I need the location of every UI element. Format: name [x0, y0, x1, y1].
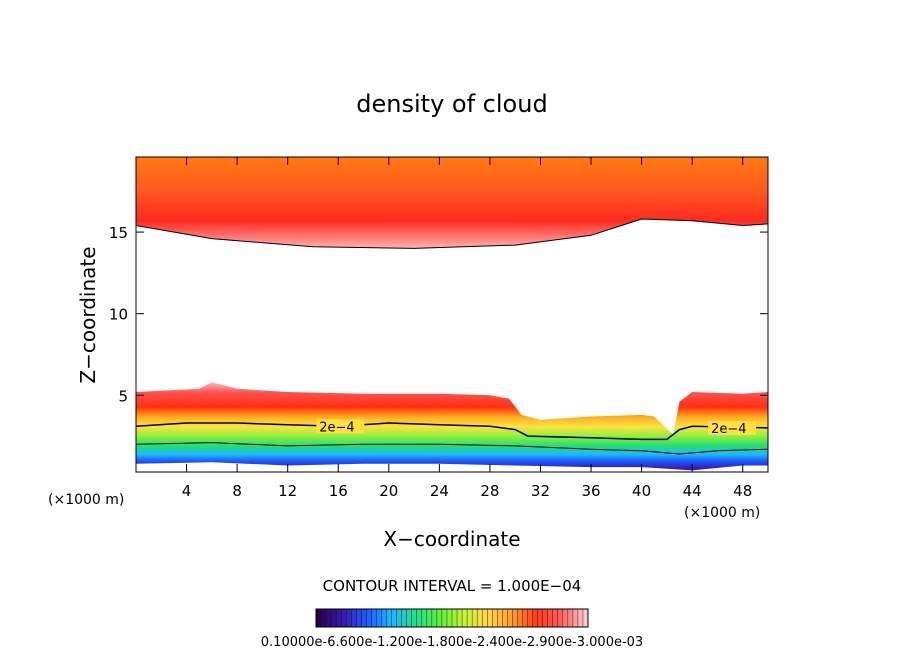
- colorbar-cell: [547, 609, 554, 627]
- colorbar-cell: [452, 609, 458, 627]
- y-tick-label: 10: [109, 306, 128, 324]
- y-tick-label: 5: [118, 387, 128, 405]
- colorbar-cell: [472, 609, 478, 627]
- x-tick-label: 28: [480, 482, 499, 500]
- colorbar-cell: [391, 609, 397, 627]
- x-tick-label: 40: [632, 482, 651, 500]
- colorbar-cell: [326, 609, 332, 627]
- colorbar-cell: [376, 609, 382, 627]
- lower-cloud-layer: [136, 382, 768, 471]
- chart-title: density of cloud: [356, 90, 547, 118]
- colorbar-cell: [522, 609, 528, 627]
- colorbar-cell: [477, 609, 483, 627]
- x-axis-label: X−coordinate: [383, 527, 520, 551]
- colorbar-cell: [421, 609, 428, 627]
- colorbar-cell: [336, 609, 342, 627]
- y-tick-label: 15: [109, 224, 128, 242]
- colorbar-cell: [572, 609, 579, 627]
- contour-label: 2e−4: [319, 420, 354, 435]
- plot-frame: [135, 156, 769, 473]
- x-tick-label: 12: [278, 482, 297, 500]
- x-tick-label: 16: [329, 482, 348, 500]
- colorbar: [315, 609, 589, 627]
- x-tick-label: 32: [531, 482, 550, 500]
- colorbar-cell: [562, 609, 569, 627]
- colorbar-cell: [512, 609, 518, 627]
- colorbar-cell: [411, 609, 418, 627]
- colorbar-cell: [507, 609, 513, 627]
- colorbar-cell: [316, 609, 322, 627]
- colorbar-cell: [517, 609, 523, 627]
- colorbar-cell: [462, 609, 468, 627]
- colorbar-cell: [416, 609, 423, 627]
- colorbar-cell: [467, 609, 473, 627]
- colorbar-cell: [386, 609, 392, 627]
- colorbar-cell: [502, 609, 508, 627]
- colorbar-cell: [487, 609, 493, 627]
- colorbar-cell: [346, 609, 352, 627]
- contour-interval-text: CONTOUR INTERVAL = 1.000E−04: [323, 577, 582, 595]
- colorbar-cell: [371, 609, 377, 627]
- colorbar-cell: [361, 609, 367, 627]
- contour-label-group: 2e−4 2e−4: [316, 419, 757, 437]
- x-axis-ticks: 4 8 12 16 20 24 28 32 36 40 44 48: [182, 157, 752, 500]
- colorbar-cell: [396, 609, 402, 627]
- colorbar-cell: [582, 609, 589, 627]
- colorbar-cell: [426, 609, 433, 627]
- colorbar-cell: [532, 609, 538, 627]
- colorbar-cell: [552, 609, 559, 627]
- colorbar-cell: [492, 609, 498, 627]
- colorbar-cell: [321, 609, 327, 627]
- plot-area: 2e−4 2e−4: [136, 157, 768, 471]
- x-tick-label: 24: [430, 482, 449, 500]
- x-tick-label: 8: [232, 482, 242, 500]
- x-tick-label: 48: [733, 482, 752, 500]
- colorbar-cell: [577, 609, 584, 627]
- contour-label-box: [708, 420, 757, 435]
- x-unit-right: (×1000 m): [684, 505, 760, 521]
- colorbar-cell: [446, 609, 453, 627]
- x-tick-label: 44: [683, 482, 702, 500]
- colorbar-cell: [401, 609, 407, 627]
- colorbar-cell: [331, 609, 337, 627]
- colorbar-cell: [542, 609, 549, 627]
- x-tick-label: 36: [581, 482, 600, 500]
- contour-label-box: [316, 419, 365, 434]
- colorbar-cell: [356, 609, 362, 627]
- y-axis-ticks: 5 10 15: [109, 224, 768, 405]
- colorbar-cell: [557, 609, 564, 627]
- colorbar-cell: [482, 609, 488, 627]
- colorbar-cell: [441, 609, 448, 627]
- x-unit-left: (×1000 m): [48, 492, 124, 508]
- upper-cloud-layer: [136, 157, 768, 249]
- y-axis-label: Z−coordinate: [76, 246, 100, 383]
- colorbar-cell: [527, 609, 533, 627]
- colorbar-cell: [497, 609, 503, 627]
- x-tick-label: 20: [379, 482, 398, 500]
- upper-cloud-contour: [136, 218, 768, 249]
- x-tick-label: 4: [182, 482, 192, 500]
- colorbar-cell: [341, 609, 347, 627]
- colorbar-cell: [381, 609, 387, 627]
- colorbar-cell: [431, 609, 438, 627]
- colorbar-cell: [366, 609, 372, 627]
- colorbar-cell: [567, 609, 574, 627]
- colorbar-labels: 0.10000e-6.600e-1.200e-1.800e-2.400e-2.9…: [261, 635, 643, 650]
- colorbar-cell: [436, 609, 443, 627]
- colorbar-cell: [537, 609, 543, 627]
- colorbar-cell: [406, 609, 413, 627]
- colorbar-frame: [315, 608, 589, 628]
- contour-label: 2e−4: [711, 422, 746, 437]
- colorbar-cell: [351, 609, 357, 627]
- colorbar-cell: [457, 609, 463, 627]
- contour-line-lower: [136, 442, 768, 455]
- contour-line-2e-4: [136, 422, 768, 441]
